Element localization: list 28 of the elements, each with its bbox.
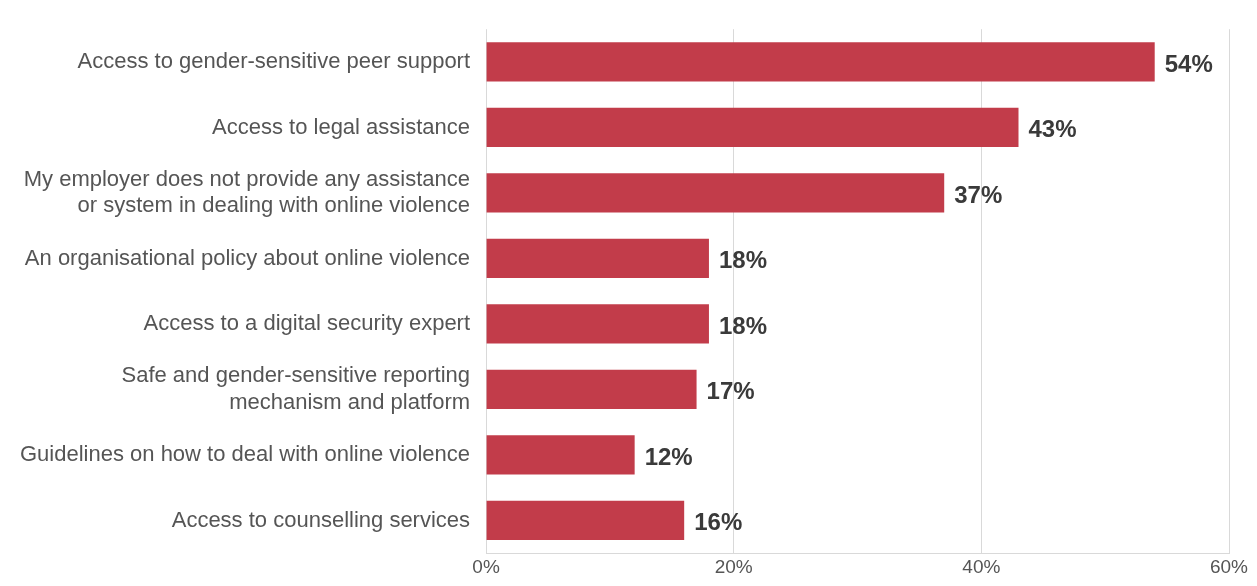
bar bbox=[486, 238, 709, 279]
y-tick-label: Safe and gender-sensitive reporting mechanism and platform bbox=[121, 362, 471, 414]
y-tick-label: An organisational policy about online violence bbox=[24, 244, 471, 270]
y-tick-label: Access to a digital security expert bbox=[143, 310, 471, 336]
x-tick-label: 40% bbox=[962, 555, 1001, 577]
bar bbox=[486, 369, 697, 410]
data-label: 37% bbox=[954, 180, 1003, 208]
y-tick-label: Access to legal assistance bbox=[212, 113, 471, 139]
data-label: 17% bbox=[706, 377, 755, 405]
bar bbox=[486, 500, 685, 541]
y-tick-label: Access to gender-sensitive peer support bbox=[77, 48, 471, 74]
x-tick-label: 60% bbox=[1209, 555, 1249, 577]
data-label: 16% bbox=[694, 508, 743, 536]
bar bbox=[486, 107, 1019, 148]
data-label: 18% bbox=[718, 311, 767, 339]
x-tick-label: 20% bbox=[714, 555, 753, 577]
bar bbox=[486, 173, 945, 213]
y-tick-label: My employer does not provide any assistance or system in dealing with online violence bbox=[23, 165, 471, 218]
x-tick-label: 0% bbox=[472, 555, 500, 577]
data-label: 18% bbox=[718, 246, 767, 274]
data-label: 54% bbox=[1164, 49, 1213, 77]
bar bbox=[486, 304, 709, 344]
y-tick-label: Access to counselling services bbox=[171, 506, 471, 532]
data-label: 12% bbox=[644, 442, 693, 470]
y-tick-label: Guidelines on how to deal with online violence bbox=[19, 441, 471, 467]
bar bbox=[486, 435, 635, 475]
bar bbox=[486, 42, 1155, 82]
data-label: 43% bbox=[1028, 115, 1077, 143]
